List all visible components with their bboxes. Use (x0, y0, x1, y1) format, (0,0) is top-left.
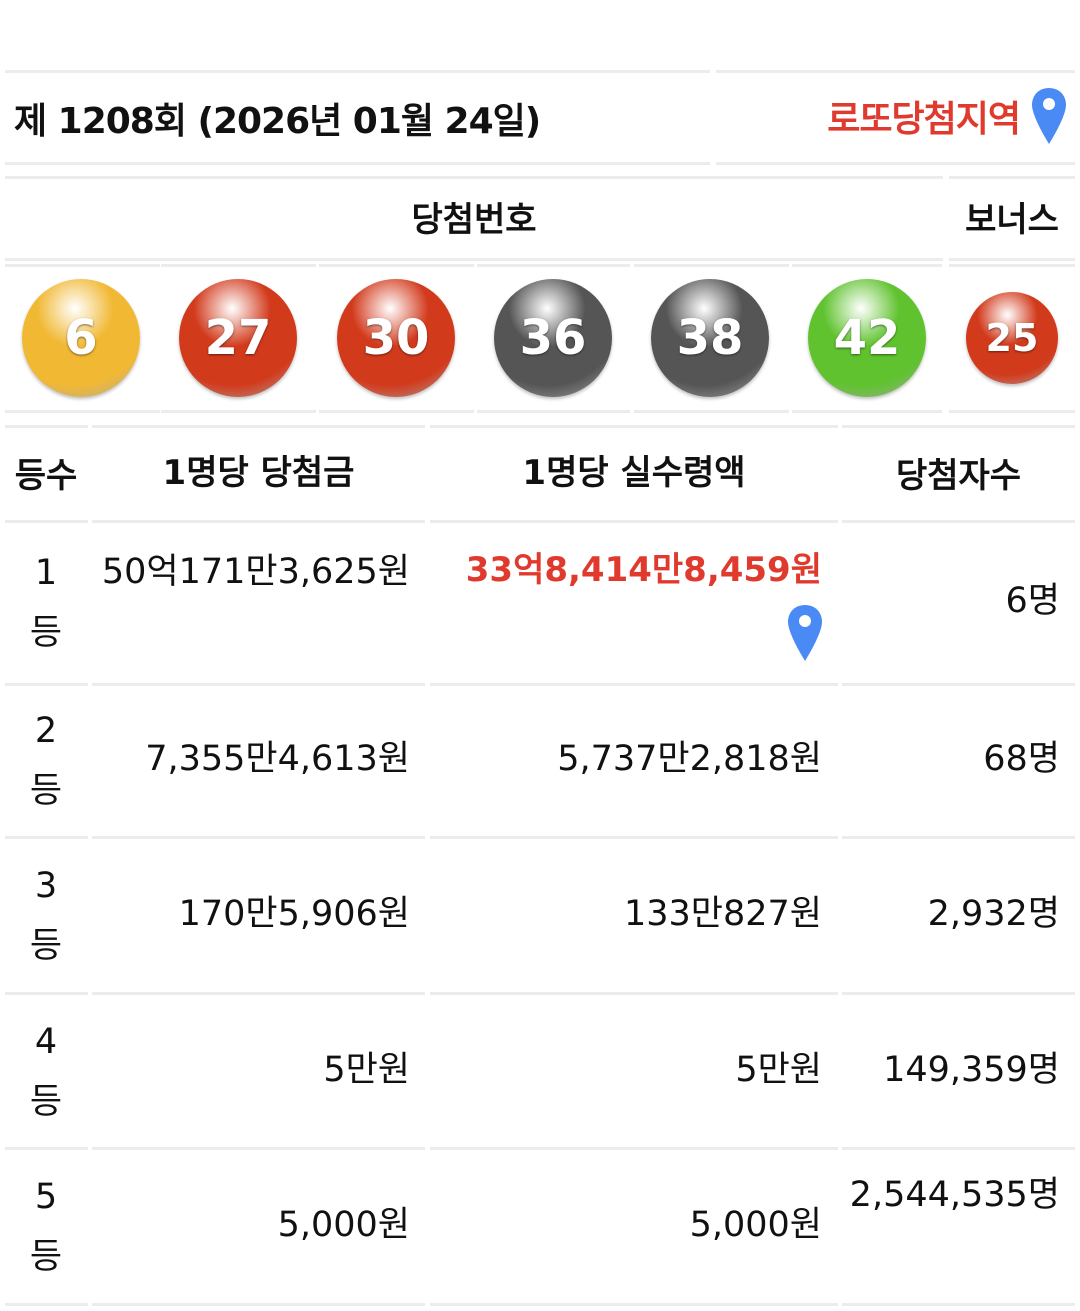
divider (5, 836, 88, 839)
divider (430, 1147, 838, 1150)
th-net: 1명당 실수령액 (522, 453, 746, 493)
rank-unit: 등 (29, 771, 63, 811)
lotto-ball: 38 (651, 279, 769, 397)
divider (430, 836, 838, 839)
divider (477, 410, 630, 413)
divider (92, 683, 425, 686)
divider (634, 410, 789, 413)
rank-number: 4 (34, 1021, 58, 1062)
net-amount: 133만827원 (623, 894, 822, 934)
winner-count: 2,544,535명 (849, 1175, 1060, 1215)
divider (92, 1147, 425, 1150)
prize-amount: 5만원 (323, 1049, 410, 1090)
divider (949, 410, 1075, 413)
divider (5, 1303, 88, 1306)
prize-amount: 50억171만3,625원 (101, 552, 410, 592)
divider (792, 264, 942, 267)
divider (319, 410, 474, 413)
divider (5, 683, 88, 686)
divider (5, 1147, 88, 1150)
divider (634, 264, 789, 267)
divider (430, 1303, 838, 1306)
lotto-ball: 42 (808, 279, 926, 397)
winner-count: 6명 (1005, 581, 1060, 621)
divider (842, 683, 1075, 686)
bonus-label: 보너스 (965, 200, 1059, 240)
lotto-ball: 36 (494, 279, 612, 397)
divider (5, 992, 88, 995)
rank-number: 3 (34, 866, 58, 906)
winning-numbers-label: 당첨번호 (411, 200, 537, 240)
rank-number: 1 (34, 553, 58, 593)
draw-title: 제 1208회 (2026년 01월 24일) (14, 101, 541, 142)
divider (430, 683, 838, 686)
divider (842, 836, 1075, 839)
net-amount: 5,737만2,818원 (557, 739, 822, 779)
divider (92, 836, 425, 839)
divider (842, 425, 1075, 428)
divider (92, 425, 425, 428)
prize-amount: 5,000원 (277, 1205, 410, 1245)
map-pin-icon[interactable] (786, 603, 824, 663)
net-amount: 5만원 (735, 1049, 822, 1090)
rank-unit: 등 (29, 926, 63, 966)
divider (430, 992, 838, 995)
rank-number: 5 (34, 1177, 58, 1217)
divider (430, 520, 838, 523)
winner-count: 68명 (983, 739, 1060, 779)
divider (161, 410, 316, 413)
rank-unit: 등 (29, 613, 63, 653)
divider (842, 992, 1075, 995)
lotto-ball: 27 (179, 279, 297, 397)
th-prize: 1명당 당첨금 (162, 453, 355, 493)
divider (430, 425, 838, 428)
lotto-region-link[interactable]: 로또당첨지역 (827, 99, 1021, 140)
divider (842, 1303, 1075, 1306)
map-pin-icon[interactable] (1030, 86, 1068, 146)
divider (92, 992, 425, 995)
rank-unit: 등 (29, 1237, 63, 1277)
divider (161, 264, 316, 267)
divider (949, 264, 1075, 267)
winner-count: 149,359명 (883, 1049, 1060, 1090)
lotto-ball: 6 (22, 279, 140, 397)
th-rank: 등수 (14, 456, 78, 496)
divider (5, 410, 160, 413)
winner-count: 2,932명 (927, 894, 1060, 934)
divider (5, 520, 88, 523)
divider (319, 264, 474, 267)
prize-amount: 170만5,906원 (178, 894, 410, 934)
th-winners: 당첨자수 (895, 456, 1022, 496)
divider (842, 1147, 1075, 1150)
net-amount: 33억8,414만8,459원 (465, 550, 822, 590)
net-amount: 5,000원 (689, 1205, 822, 1245)
rank-number: 2 (34, 711, 58, 751)
divider (792, 410, 942, 413)
divider (477, 264, 630, 267)
divider (5, 264, 160, 267)
divider (92, 1303, 425, 1306)
divider (92, 520, 425, 523)
divider (842, 520, 1075, 523)
divider (5, 425, 88, 428)
lotto-ball: 30 (337, 279, 455, 397)
bonus-ball: 25 (966, 292, 1058, 384)
prize-amount: 7,355만4,613원 (145, 739, 410, 779)
rank-unit: 등 (29, 1081, 63, 1122)
